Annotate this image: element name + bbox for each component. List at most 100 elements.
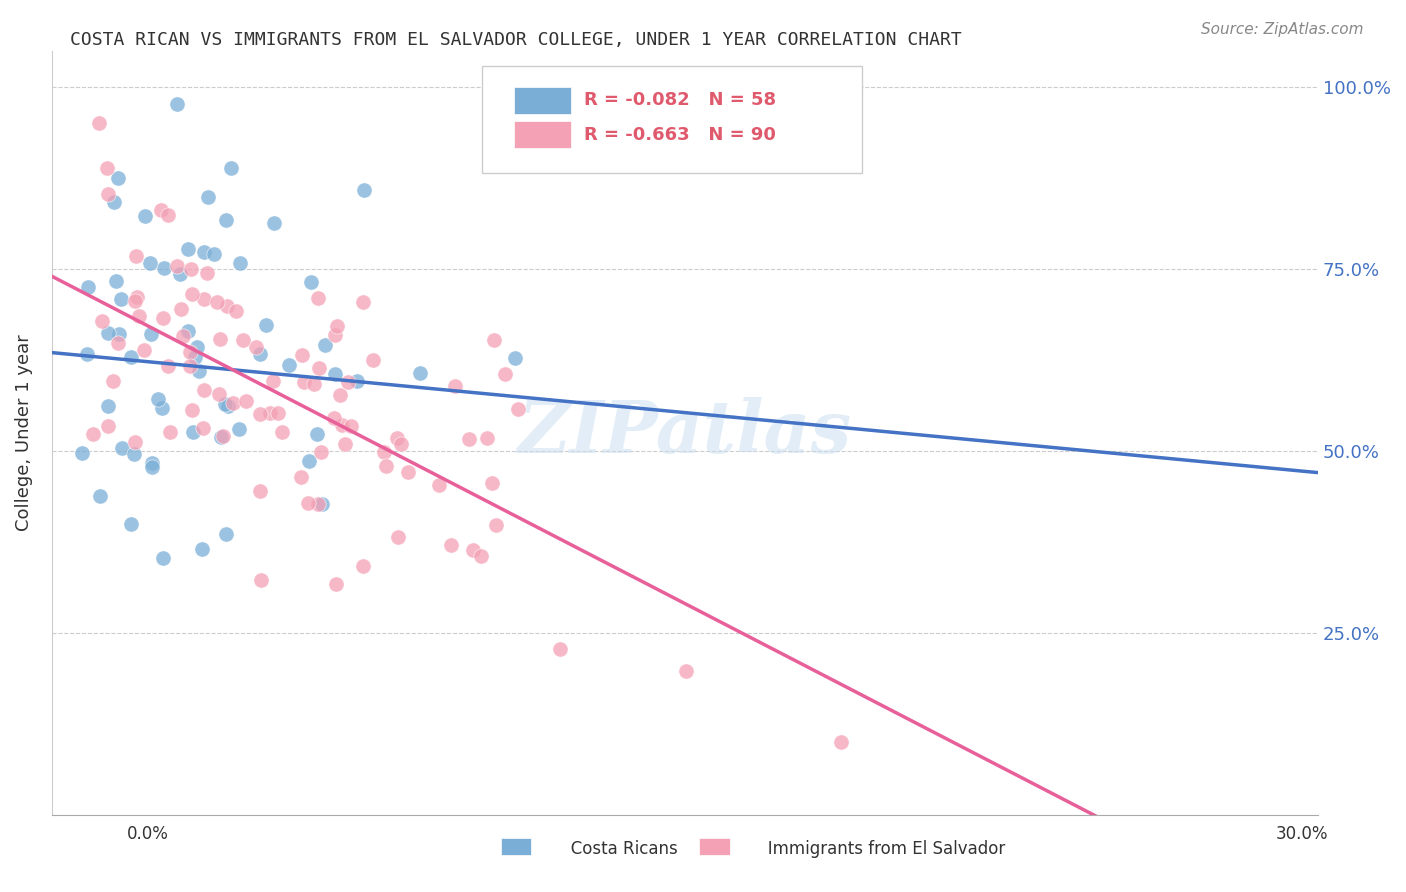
Point: [228, 422, 250, 436]
Point: [314, 338, 336, 352]
Point: [373, 444, 395, 458]
Point: [494, 367, 516, 381]
Point: [291, 348, 314, 362]
Point: [249, 574, 271, 588]
Point: [249, 347, 271, 361]
Point: [298, 454, 321, 468]
Point: [219, 161, 242, 176]
Point: [375, 458, 398, 473]
Point: [484, 518, 506, 533]
Point: [329, 388, 352, 402]
Point: [508, 401, 530, 416]
Point: [77, 280, 100, 294]
Point: [302, 377, 325, 392]
Point: [120, 351, 142, 365]
Point: [177, 242, 200, 256]
Point: [193, 292, 215, 306]
FancyBboxPatch shape: [482, 66, 862, 173]
Point: [330, 417, 353, 432]
Point: [193, 383, 215, 397]
Point: [550, 641, 572, 656]
Point: [675, 664, 697, 678]
Point: [307, 291, 329, 305]
Point: [205, 294, 228, 309]
Y-axis label: College, Under 1 year: College, Under 1 year: [15, 334, 32, 531]
Point: [202, 246, 225, 260]
Point: [305, 426, 328, 441]
Point: [195, 266, 218, 280]
Point: [212, 429, 235, 443]
Point: [346, 374, 368, 388]
FancyBboxPatch shape: [515, 121, 571, 148]
Point: [97, 187, 120, 202]
Point: [262, 374, 284, 388]
Point: [107, 336, 129, 351]
Point: [186, 340, 208, 354]
Point: [193, 421, 215, 435]
Point: [222, 396, 245, 410]
Point: [482, 333, 505, 347]
Point: [183, 351, 205, 365]
Point: [309, 445, 332, 459]
Point: [179, 359, 201, 373]
Point: [308, 361, 330, 376]
Point: [152, 260, 174, 275]
Point: [299, 275, 322, 289]
Point: [97, 326, 120, 340]
Point: [229, 255, 252, 269]
Point: [148, 392, 170, 407]
Point: [82, 426, 104, 441]
Point: [141, 326, 163, 341]
Point: [353, 183, 375, 197]
Text: R = -0.082   N = 58: R = -0.082 N = 58: [583, 91, 776, 110]
Point: [128, 309, 150, 323]
Point: [97, 418, 120, 433]
Point: [385, 431, 408, 445]
Point: [101, 374, 124, 388]
Point: [72, 446, 94, 460]
Point: [166, 96, 188, 111]
Point: [107, 170, 129, 185]
Point: [396, 465, 419, 479]
Point: [96, 161, 118, 175]
Point: [311, 497, 333, 511]
Point: [323, 367, 346, 381]
Point: [440, 538, 463, 552]
Point: [387, 530, 409, 544]
Point: [166, 259, 188, 273]
Point: [391, 437, 413, 451]
Point: [157, 208, 180, 222]
Point: [481, 476, 503, 491]
Point: [475, 431, 498, 445]
Point: [107, 326, 129, 341]
Point: [127, 290, 149, 304]
Point: [97, 400, 120, 414]
Point: [180, 286, 202, 301]
Point: [225, 304, 247, 318]
Point: [105, 274, 128, 288]
Point: [152, 310, 174, 325]
Point: [254, 318, 277, 332]
Text: Immigrants from El Salvador: Immigrants from El Salvador: [731, 840, 1005, 858]
Point: [208, 387, 231, 401]
Point: [110, 292, 132, 306]
Point: [340, 418, 363, 433]
Point: [443, 379, 465, 393]
Point: [215, 213, 238, 227]
Point: [209, 430, 232, 444]
Point: [215, 299, 238, 313]
Point: [249, 484, 271, 499]
Point: [215, 527, 238, 541]
Point: [134, 209, 156, 223]
Point: [292, 375, 315, 389]
Bar: [501, 838, 531, 855]
Point: [180, 261, 202, 276]
Point: [120, 516, 142, 531]
Point: [172, 329, 194, 343]
Point: [297, 496, 319, 510]
Point: [134, 343, 156, 357]
Point: [290, 470, 312, 484]
Point: [214, 397, 236, 411]
Point: [111, 441, 134, 455]
Point: [157, 359, 180, 374]
